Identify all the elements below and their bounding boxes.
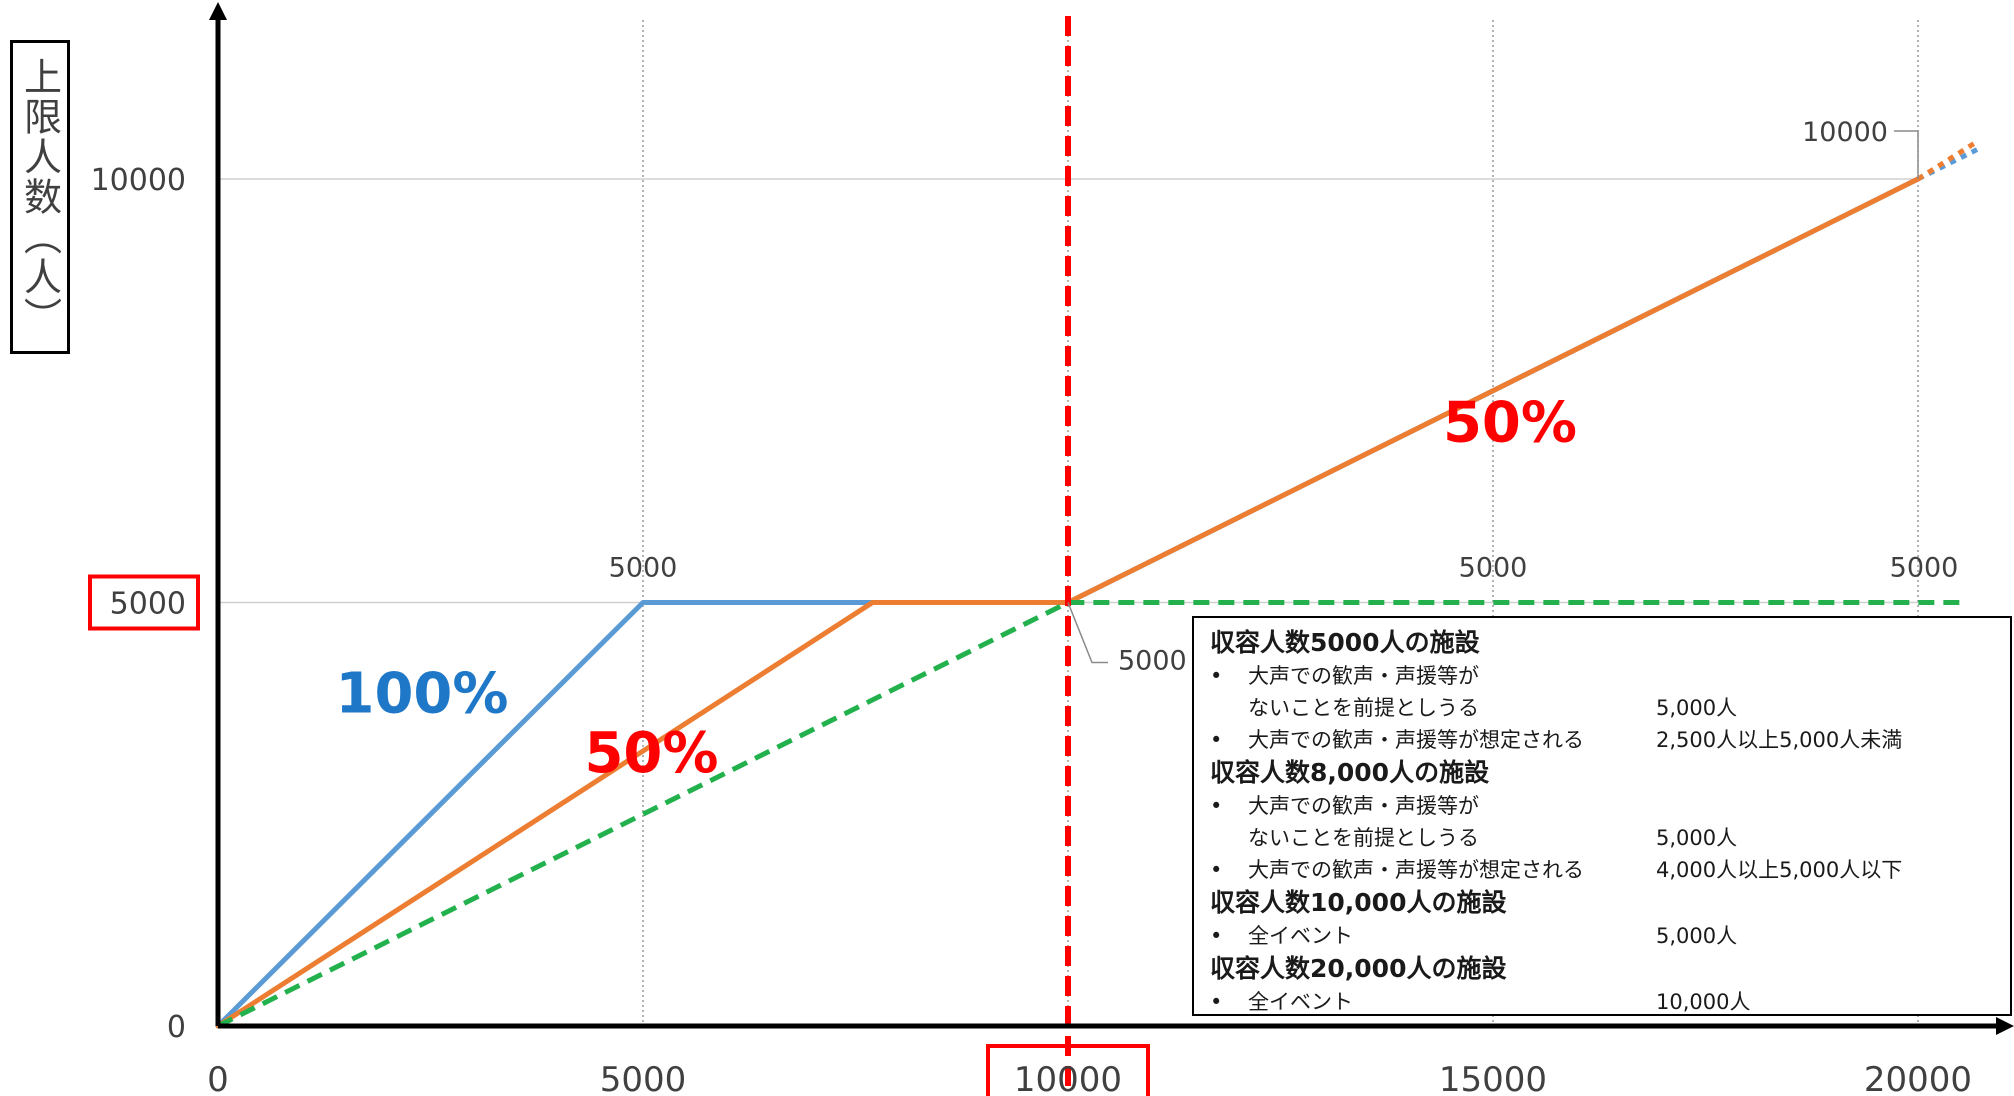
y-tick-label: 5000	[110, 587, 186, 622]
facility-item: • 大声での歓声・声援等が想定される 4,000人以上5,000人以下	[1210, 854, 1996, 886]
facility-item-description: ないことを前提としうる	[1248, 826, 1479, 850]
facility-item: • 大声での歓声・声援等が ないことを前提としうる 5,000人	[1210, 660, 1996, 724]
facility-heading: 収容人数10,000人の施設	[1210, 888, 1507, 917]
y-tick-label: 0	[167, 1010, 186, 1045]
x-tick-highlight	[986, 1044, 1150, 1096]
facility-item: • 全イベント 5,000人	[1210, 920, 1996, 952]
facility-item-description: 全イベント	[1248, 990, 1353, 1014]
x-tick-label: 20000	[1864, 1060, 1972, 1096]
x-axis-arrow	[1996, 1017, 2014, 1035]
point-label: 10000	[1802, 117, 1888, 148]
facility-heading: 収容人数8,000人の施設	[1210, 758, 1490, 787]
facility-info-box: 収容人数5000人の施設 • 大声での歓声・声援等が ないことを前提としうる 5,000…	[1192, 616, 2012, 1016]
facility-item-value: 10,000人	[1656, 990, 1751, 1014]
bullet-icon: •	[1210, 924, 1223, 948]
x-tick-label: 0	[207, 1060, 229, 1096]
y-tick-label: 10000	[91, 163, 186, 198]
facility-item-description: 大声での歓声・声援等が想定される	[1248, 858, 1584, 882]
facility-item-description: 全イベント	[1248, 924, 1353, 948]
y-axis-arrow	[209, 2, 227, 20]
facility-item-description: 大声での歓声・声援等が想定される	[1248, 728, 1584, 752]
facility-item-value: 5,000人	[1656, 924, 1738, 948]
facility-heading: 収容人数5000人の施設	[1210, 628, 1480, 657]
facility-heading: 収容人数20,000人の施設	[1210, 954, 1507, 983]
series-extension	[1916, 147, 1979, 182]
y-axis-label-box: 上限人数（人）	[10, 40, 70, 354]
point-label: 5000	[1890, 553, 1959, 584]
facility-item: • 全イベント 10,000人	[1210, 986, 1996, 1018]
facility-item-value: 5,000人	[1656, 696, 1738, 720]
bullet-icon: •	[1210, 664, 1223, 688]
label-layer: 0 5000 10000 15000 20000 0 5000 10000 5000 5000 50…	[88, 117, 1972, 1096]
bullet-icon: •	[1210, 858, 1223, 882]
facility-item: • 大声での歓声・声援等が想定される 2,500人以上5,000人未満	[1210, 724, 1996, 756]
facility-item-value: 2,500人以上5,000人未満	[1656, 728, 1903, 752]
bullet-icon: •	[1210, 794, 1223, 818]
y-tick-highlight	[88, 574, 200, 631]
series-layer	[215, 16, 1979, 1096]
facility-item-value: 4,000人以上5,000人以下	[1656, 858, 1903, 882]
percent-annotation: 50%	[584, 721, 718, 786]
series-line	[215, 176, 1921, 1029]
x-tick-label: 5000	[600, 1060, 687, 1096]
series-extension	[1916, 139, 1979, 182]
bullet-icon: •	[1210, 990, 1223, 1014]
x-tick-label: 15000	[1439, 1060, 1547, 1096]
facility-item: • 大声での歓声・声援等が ないことを前提としうる 5,000人	[1210, 790, 1996, 854]
point-label: 5000	[1118, 646, 1187, 677]
point-label-leader	[1067, 602, 1108, 664]
axis-layer	[209, 2, 2014, 1035]
x-tick-label: 10000	[1014, 1060, 1122, 1096]
point-label: 5000	[609, 553, 678, 584]
bullet-icon: •	[1210, 728, 1223, 752]
facility-item-description: 大声での歓声・声援等が	[1248, 664, 1479, 688]
facility-item-description: ないことを前提としうる	[1248, 696, 1479, 720]
point-label-leader	[1894, 130, 1919, 179]
y-axis-label: 上限人数（人）	[17, 57, 62, 337]
facility-item-description: 大声での歓声・声援等が	[1248, 794, 1479, 818]
point-label: 5000	[1459, 553, 1528, 584]
percent-annotation: 100%	[335, 662, 508, 727]
percent-annotation: 50%	[1443, 391, 1577, 456]
facility-item-value: 5,000人	[1656, 826, 1738, 850]
